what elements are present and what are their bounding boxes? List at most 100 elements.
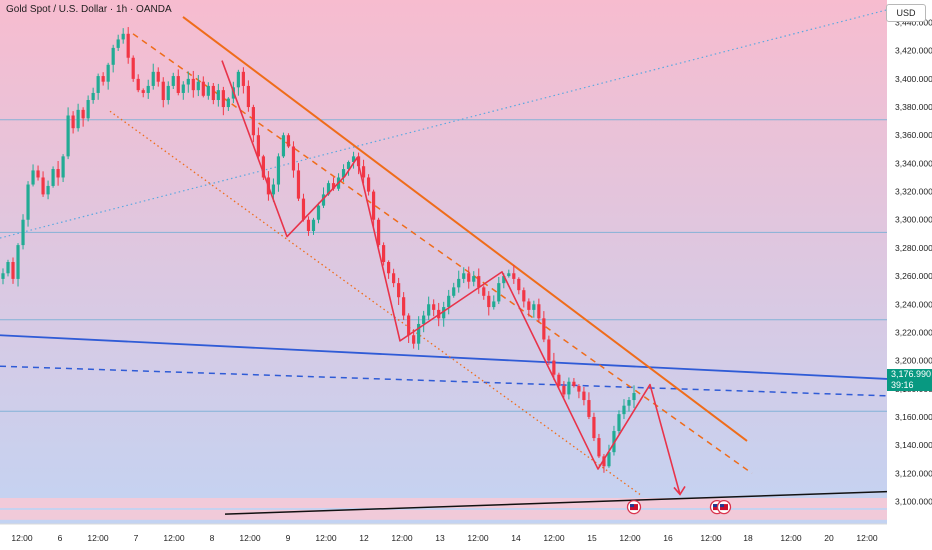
candle[interactable] <box>457 270 461 293</box>
candle[interactable] <box>111 44 115 73</box>
candle[interactable] <box>31 164 35 187</box>
candle[interactable] <box>276 153 281 192</box>
candle[interactable] <box>46 180 50 200</box>
candle[interactable] <box>582 386 586 406</box>
candle[interactable] <box>477 268 481 294</box>
projection-path[interactable] <box>221 60 681 495</box>
candle[interactable] <box>241 67 245 94</box>
candle[interactable] <box>81 107 85 127</box>
candle[interactable] <box>206 82 210 100</box>
candle[interactable] <box>101 72 105 86</box>
channel-upper-line[interactable] <box>182 16 748 442</box>
candle[interactable] <box>572 377 576 388</box>
candle[interactable] <box>532 300 536 318</box>
candle[interactable] <box>602 454 606 473</box>
candle[interactable] <box>71 111 75 134</box>
candle[interactable] <box>351 151 356 169</box>
candle[interactable] <box>557 372 561 389</box>
candle[interactable] <box>11 257 15 284</box>
candle[interactable] <box>346 160 351 176</box>
candle[interactable] <box>622 399 626 420</box>
blue-dashed-trendline[interactable] <box>0 365 888 397</box>
candle[interactable] <box>296 163 301 202</box>
candle[interactable] <box>407 313 411 343</box>
candle[interactable] <box>6 259 10 277</box>
candle[interactable] <box>16 243 20 287</box>
candle[interactable] <box>517 277 521 295</box>
candle[interactable] <box>211 83 215 105</box>
candle[interactable] <box>281 132 286 159</box>
candle[interactable] <box>196 75 200 97</box>
candle[interactable] <box>387 260 391 279</box>
candle[interactable] <box>286 133 291 149</box>
candle[interactable] <box>151 63 155 90</box>
candle[interactable] <box>427 296 431 320</box>
candle[interactable] <box>577 384 581 399</box>
candle[interactable] <box>171 72 175 90</box>
candle[interactable] <box>361 159 366 184</box>
candle[interactable] <box>176 69 180 96</box>
candle[interactable] <box>216 83 220 107</box>
candle[interactable] <box>371 189 376 228</box>
candle[interactable] <box>527 298 531 317</box>
candle[interactable] <box>627 397 631 412</box>
candle[interactable] <box>537 298 541 323</box>
candle[interactable] <box>467 266 471 289</box>
candle[interactable] <box>306 216 311 236</box>
candle[interactable] <box>156 67 160 87</box>
candle[interactable] <box>51 166 55 188</box>
candle[interactable] <box>161 77 165 108</box>
candle[interactable] <box>632 385 636 409</box>
candle[interactable] <box>1 268 5 285</box>
candle[interactable] <box>422 310 426 333</box>
candle[interactable] <box>61 154 65 183</box>
candle[interactable] <box>452 282 456 298</box>
candle[interactable] <box>166 81 170 105</box>
us-flag-icon[interactable] <box>716 499 732 515</box>
candle[interactable] <box>552 352 556 381</box>
candle[interactable] <box>191 70 195 98</box>
candle[interactable] <box>487 291 491 316</box>
candle[interactable] <box>76 103 80 132</box>
currency-selector[interactable]: USD <box>886 4 926 22</box>
candle[interactable] <box>261 154 266 180</box>
candle[interactable] <box>66 107 70 160</box>
candle[interactable] <box>392 268 396 288</box>
candle[interactable] <box>21 214 25 250</box>
candle[interactable] <box>562 381 566 398</box>
candle[interactable] <box>492 295 496 310</box>
candle[interactable] <box>141 88 145 98</box>
candle[interactable] <box>542 311 546 343</box>
candle[interactable] <box>432 299 436 317</box>
candle[interactable] <box>397 277 401 306</box>
candle[interactable] <box>507 269 511 278</box>
candle[interactable] <box>301 193 306 222</box>
candle[interactable] <box>522 287 526 308</box>
candle[interactable] <box>251 104 255 143</box>
support-trendline[interactable] <box>224 490 888 515</box>
candle[interactable] <box>597 433 601 459</box>
channel-mid-line[interactable] <box>132 33 753 474</box>
us-flag-icon[interactable] <box>626 499 642 515</box>
candle[interactable] <box>341 164 346 182</box>
candle[interactable] <box>201 76 205 98</box>
candle[interactable] <box>567 377 571 400</box>
candle[interactable] <box>617 410 621 435</box>
candle[interactable] <box>472 271 476 287</box>
candle[interactable] <box>512 265 516 284</box>
candle[interactable] <box>547 335 551 365</box>
candle[interactable] <box>256 127 261 160</box>
candle[interactable] <box>246 80 250 112</box>
candle[interactable] <box>587 392 591 420</box>
blue-trendline[interactable] <box>0 334 888 380</box>
candle[interactable] <box>181 81 185 100</box>
candle[interactable] <box>447 289 451 315</box>
price-axis[interactable] <box>887 0 932 550</box>
candle[interactable] <box>136 74 140 93</box>
candle[interactable] <box>131 55 135 82</box>
candle[interactable] <box>121 28 125 44</box>
candle[interactable] <box>236 69 240 96</box>
candle[interactable] <box>116 34 120 51</box>
candle[interactable] <box>311 217 316 235</box>
